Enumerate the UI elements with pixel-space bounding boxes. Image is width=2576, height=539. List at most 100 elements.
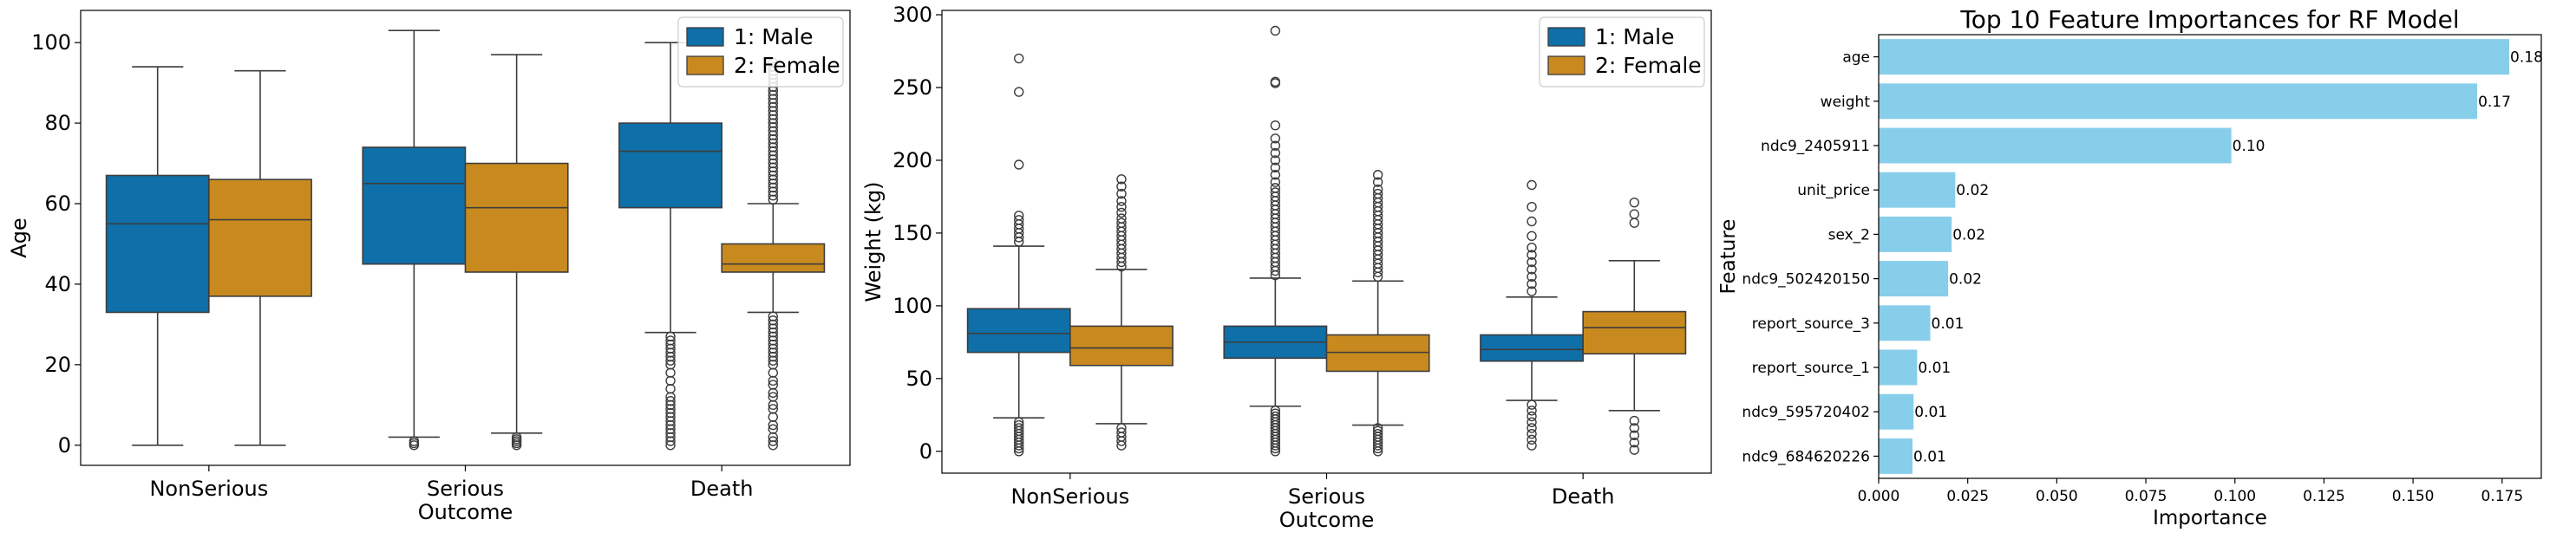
panel2-y-tick-label: 300 bbox=[892, 3, 932, 27]
panel3-y-tick-label: ndc9_684620226 bbox=[1742, 448, 1870, 465]
panel3-x-tick-label: 0.000 bbox=[1858, 488, 1900, 505]
panel3-x-axis-label: Importance bbox=[2153, 507, 2267, 529]
panel1-outlier-point bbox=[665, 339, 676, 350]
panel2-outlier-point bbox=[1372, 170, 1383, 180]
panel1-outlier-point bbox=[768, 182, 778, 193]
panel1-outlier-point bbox=[768, 323, 778, 334]
panel2-outlier-point bbox=[1629, 415, 1640, 426]
panel1-outlier-point bbox=[768, 118, 778, 128]
panel2-outlier-point bbox=[1527, 278, 1537, 289]
panel2-outlier-point bbox=[1116, 207, 1127, 218]
panel1-outlier-point bbox=[665, 335, 676, 346]
panel2-outlier-point bbox=[1527, 271, 1537, 282]
panel2-outlier-point bbox=[1527, 406, 1537, 416]
panel2-outlier-point bbox=[1527, 201, 1537, 212]
panel1-outlier-point bbox=[768, 101, 778, 113]
panel3-bar-value-label: 0.18 bbox=[2510, 49, 2543, 67]
panel1-outlier-point bbox=[768, 360, 778, 370]
panel2-outlier-point bbox=[1527, 423, 1537, 433]
panel3-y-tick-label: sex_2 bbox=[1828, 226, 1870, 244]
panel3-bar-value-label: 0.17 bbox=[2478, 94, 2511, 111]
panel1-outlier-point bbox=[768, 162, 778, 172]
panel2-outlier-point bbox=[1270, 162, 1281, 173]
panel2-outlier-point bbox=[1527, 179, 1537, 191]
panel3-chart-title: Top 10 Feature Importances for RF Model bbox=[1959, 5, 2459, 34]
panel1-outlier-point bbox=[665, 412, 676, 422]
panel2-x-axis-label: Outcome bbox=[1279, 508, 1375, 532]
panel1-outlier-point bbox=[768, 347, 778, 358]
panel1-outlier-point bbox=[665, 399, 676, 411]
panel2-legend-swatch bbox=[1547, 27, 1585, 47]
panel1-outlier-point bbox=[665, 360, 676, 370]
panel2-outlier-point bbox=[1527, 216, 1537, 227]
panel3-bar-value-label: 0.02 bbox=[1952, 226, 1985, 244]
panel3-y-axis-label: Feature bbox=[1717, 219, 1740, 295]
panel1-outlier-point bbox=[665, 331, 676, 342]
panel2-outlier-point bbox=[1270, 406, 1281, 416]
panel2-outlier-point bbox=[1013, 159, 1024, 170]
panel1-outlier-point bbox=[768, 126, 778, 137]
panel1-outlier-point bbox=[665, 440, 676, 451]
panel3-bar-value-label: 0.01 bbox=[1913, 448, 1946, 465]
panel1-outlier-point bbox=[768, 179, 778, 189]
panel2-outlier-point bbox=[1527, 231, 1537, 241]
panel1-outlier-point bbox=[768, 142, 778, 153]
panel1-outlier-point bbox=[768, 335, 778, 346]
panel3-bar-value-label: 0.01 bbox=[1932, 315, 1965, 333]
panel2-y-tick-label: 100 bbox=[892, 294, 932, 318]
panel2-outlier-point bbox=[1270, 183, 1281, 193]
panel3-bar-value-label: 0.01 bbox=[1918, 360, 1951, 377]
panel3-bar bbox=[1879, 83, 2478, 120]
panel1-outlier-point bbox=[768, 106, 778, 116]
panel1-outlier-point bbox=[768, 339, 778, 350]
panel2-outlier-point bbox=[1527, 250, 1537, 260]
panel1-outlier-point bbox=[665, 367, 676, 378]
panel2-outlier-point bbox=[1116, 196, 1127, 206]
panel3-bar bbox=[1879, 349, 1918, 386]
panel2-outlier-point bbox=[1372, 423, 1383, 433]
panel1-outlier-point bbox=[768, 166, 778, 177]
panel2-outlier-point bbox=[1372, 425, 1383, 437]
panel2-outlier-point bbox=[1527, 440, 1537, 451]
panel1-outlier-point bbox=[768, 311, 778, 321]
panel3-x-tick-label: 0.075 bbox=[2125, 488, 2167, 505]
panel1-outlier-point bbox=[665, 375, 676, 386]
panel1-outlier-point bbox=[768, 114, 778, 125]
panel1-outlier-point bbox=[665, 436, 676, 446]
panel1-outlier-point bbox=[768, 343, 778, 354]
panel1-y-tick-label: 60 bbox=[44, 192, 71, 216]
panel3-bar bbox=[1879, 216, 1952, 252]
panel1-outlier-point bbox=[768, 122, 778, 133]
panel2-y-tick-label: 0 bbox=[919, 439, 932, 464]
panel1-outlier-point bbox=[665, 355, 676, 366]
panel1-outlier-point bbox=[768, 424, 778, 434]
panel1-outlier-point bbox=[768, 154, 778, 165]
panel2-box bbox=[966, 308, 1071, 354]
panel1-outlier-point bbox=[409, 436, 420, 446]
panel1-outlier-point bbox=[768, 133, 778, 145]
panel1-x-tick-label: NonSerious bbox=[149, 477, 268, 501]
panel1-x-axis-label: Outcome bbox=[418, 500, 513, 524]
panel2-box bbox=[1325, 334, 1430, 373]
panel2-outlier-point bbox=[1270, 133, 1281, 144]
panel2-outlier-point bbox=[1527, 399, 1537, 410]
panel2-y-axis-label: Weight (kg) bbox=[861, 181, 886, 302]
panel2-box bbox=[1480, 334, 1584, 362]
panel2-legend-label: 1: Male bbox=[1595, 24, 1675, 49]
panel3-bar bbox=[1879, 393, 1914, 430]
panel1-outlier-point bbox=[768, 387, 778, 399]
panel1-y-axis-label: Age bbox=[7, 218, 31, 257]
panel2-outlier-point bbox=[1270, 177, 1281, 187]
panel2-outlier-point bbox=[1527, 434, 1537, 445]
panel1-outlier-point bbox=[768, 412, 778, 422]
panel1-x-tick-label: Serious bbox=[427, 477, 504, 501]
panel1-outlier-point bbox=[665, 419, 676, 431]
panel1-box bbox=[464, 162, 569, 273]
panel3-bar-value-label: 0.02 bbox=[1949, 271, 1982, 289]
panel1-box bbox=[208, 179, 312, 297]
panel2-box bbox=[1582, 310, 1687, 355]
panel2-outlier-point bbox=[1116, 201, 1127, 212]
panel3-y-tick-label: report_source_1 bbox=[1752, 360, 1870, 377]
panel1-outlier-point bbox=[665, 347, 676, 358]
